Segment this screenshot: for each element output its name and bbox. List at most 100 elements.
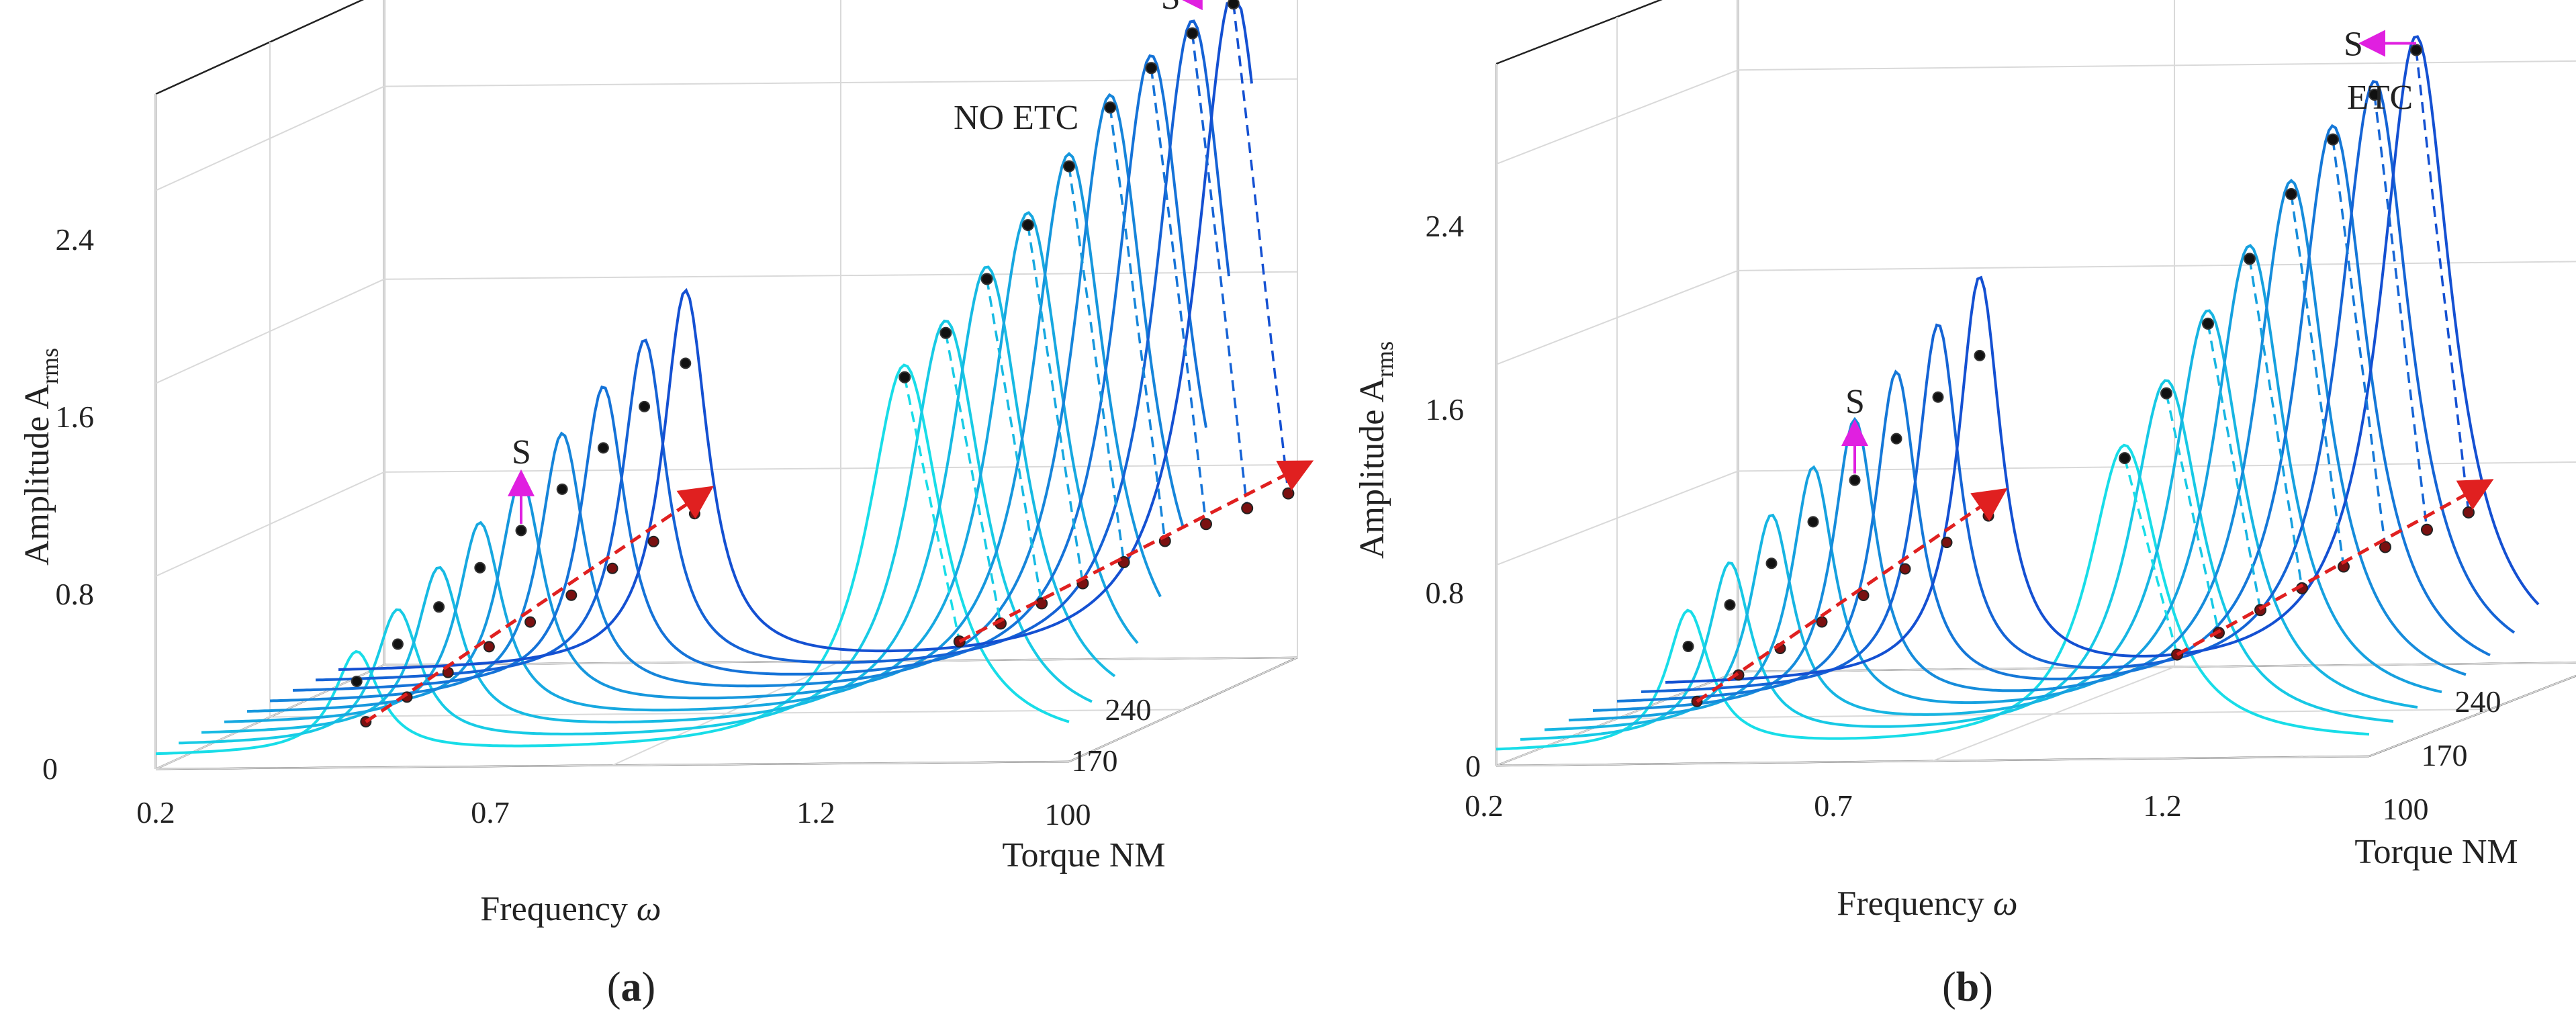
panel-b: SS ETC 0 0.8 1.6 2.4 0.2 0.7 1.2 100 170… (1353, 0, 2576, 1010)
panel-b-xtick-1: 0.7 (1814, 789, 1853, 823)
first-jump-point-T=184 (1941, 537, 1953, 549)
curve-T=142 (1568, 244, 2442, 722)
dashed-link-T=198 (2415, 50, 2470, 513)
first-peak-point-T=128 (433, 601, 445, 613)
panel-b-xtick-2: 1.2 (2143, 789, 2182, 823)
first-peak-point-T=100 (1682, 640, 1694, 652)
first-peak-point-T=114 (392, 638, 404, 650)
trend-arrow-second-peak (2176, 479, 2494, 656)
first-peak-point-T=170 (556, 483, 568, 495)
first-jump-point-T=170 (1899, 563, 1911, 575)
s-label-first: S (1845, 383, 1865, 421)
peak-point-T=142 (2244, 253, 2256, 265)
peak-point-T=128 (2202, 317, 2214, 330)
first-jump-point-T=170 (565, 589, 578, 601)
dashed-link-T=212 (1232, 3, 1290, 494)
dashed-link-T=142 (2248, 259, 2303, 589)
panel-b-caption: (b) (1942, 964, 1993, 1010)
dashed-link-T=114 (2165, 393, 2220, 633)
jump-point-T=128 (1036, 597, 1048, 610)
panel-b-ylabel-main: Amplitude A (1353, 377, 1391, 559)
panel-a-ylabel-main: Amplitude A (18, 384, 56, 566)
curve-T=184 (1641, 80, 2516, 693)
panel-a-xtick-2: 1.2 (796, 795, 835, 829)
first-jump-point-T=184 (606, 562, 618, 574)
trend-arrow-second-peak (958, 460, 1314, 643)
panel-b-grid (1496, 0, 2576, 766)
curve-T=170 (269, 93, 1185, 703)
panel-a-caption: (a) (607, 964, 655, 1010)
first-peak-point-T=100 (351, 675, 363, 687)
panel-b-xlabel-main: Frequency (1837, 885, 1992, 923)
panel-b-ytick-3: 2.4 (1426, 209, 1465, 243)
dashed-link-T=184 (1150, 68, 1207, 525)
panel-b-curves (1496, 35, 2540, 751)
curve-T=128 (1544, 309, 2418, 731)
panel-a-ztick-1: 170 (1072, 744, 1118, 778)
trend-arrow-first-peak (1696, 488, 2008, 703)
peak-point-T=100 (899, 371, 911, 384)
curve-T=128 (201, 265, 1116, 734)
panel-b-zlabel: Torque NM (2354, 833, 2518, 871)
curve-T=170 (1616, 124, 2491, 703)
first-jump-point-T=142 (483, 641, 495, 653)
first-peak-point-T=198 (639, 400, 651, 412)
panel-b-ztick-2: 240 (2455, 684, 2501, 719)
panel-b-xlabel-symbol: ω (1993, 885, 2018, 923)
dashed-link-T=198 (1191, 33, 1248, 508)
first-jump-point-T=212 (688, 508, 700, 520)
panel-b-ytick-1: 0.8 (1426, 576, 1465, 610)
peak-point-T=142 (1021, 219, 1034, 232)
panel-b-ylabel: Amplitude Arms (1353, 341, 1398, 559)
dashed-link-T=128 (2207, 323, 2262, 611)
jump-point-T=184 (2421, 523, 2433, 536)
panel-a-ztick-2: 240 (1105, 692, 1152, 727)
peak-point-T=184 (2368, 89, 2381, 101)
panel-a-ytick-2: 1.6 (56, 400, 95, 434)
panel-b-dashed-links (2123, 50, 2470, 656)
panel-b-ztick-0: 100 (2383, 792, 2429, 826)
first-peak-point-T=198 (1974, 349, 1986, 361)
grid-z-floor-1 (1616, 709, 2491, 719)
grid-y-back-3 (1737, 60, 2576, 71)
peak-point-T=212 (1227, 0, 1240, 10)
grid-y-back-1 (1737, 461, 2576, 472)
panel-a-xtick-1: 0.7 (471, 795, 510, 829)
curve-T=100 (155, 363, 1070, 756)
peak-point-T=170 (1104, 101, 1117, 114)
panel-a-ytick-0: 0 (42, 752, 58, 786)
first-peak-point-T=184 (1932, 391, 1944, 403)
first-jump-point-T=198 (647, 535, 659, 547)
curve-T=184 (292, 54, 1207, 692)
dashed-link-T=100 (903, 377, 961, 642)
panel-a-ztick-0: 100 (1045, 797, 1091, 831)
dashed-link-T=170 (2332, 139, 2387, 547)
panel-b-xtick-0: 0.2 (1465, 789, 1504, 823)
panel-a: SS NO ETC 0 0.8 1.6 2.4 0.2 0.7 1.2 100 … (18, 0, 1314, 1010)
peak-point-T=156 (2285, 188, 2297, 201)
first-peak-point-T=142 (474, 561, 486, 574)
first-peak-point-T=184 (597, 442, 609, 454)
panel-a-xlabel-symbol: ω (637, 890, 661, 928)
panel-a-ylabel-sub: rms (36, 348, 63, 384)
dashed-link-T=114 (944, 332, 1002, 624)
first-peak-point-T=156 (1849, 474, 1861, 486)
panel-a-dashed-links (903, 3, 1290, 642)
trend-arrow-first-peak (365, 486, 714, 723)
panel-b-caption-letter: b (1956, 964, 1979, 1010)
peak-point-T=198 (2410, 44, 2422, 56)
curve-T=198 (1665, 35, 2540, 684)
panel-b-ytick-2: 1.6 (1426, 392, 1465, 426)
curve-T=142 (224, 211, 1139, 723)
panel-b-annotations: SS (1696, 26, 2494, 703)
panel-a-ytick-1: 0.8 (56, 577, 95, 611)
peak-point-T=170 (2327, 133, 2339, 146)
panel-a-caption-letter: a (621, 964, 642, 1010)
panel-a-xtick-0: 0.2 (136, 795, 175, 829)
s-label-second: S (1161, 0, 1181, 17)
panel-a-grid (155, 0, 1298, 770)
peak-point-T=184 (1145, 62, 1158, 75)
grid-z-floor-0 (155, 761, 1070, 770)
peak-point-T=128 (980, 273, 993, 285)
